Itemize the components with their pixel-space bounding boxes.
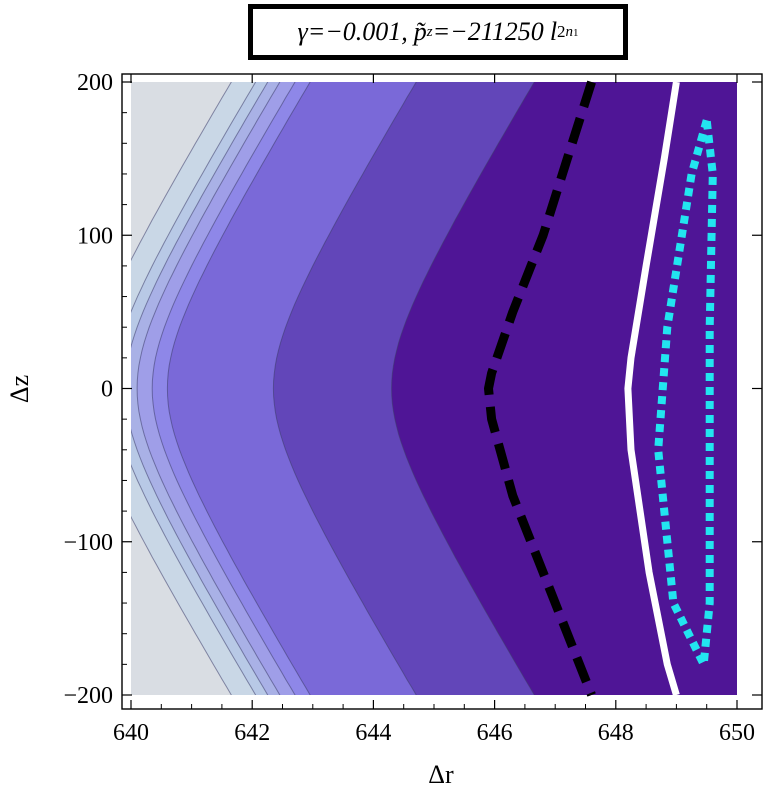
title-l-sub2: 1 [573, 26, 579, 39]
contour-band-2 [131, 82, 256, 695]
contour-line-5 [151, 82, 296, 695]
contour-line-8 [391, 82, 535, 695]
y-tick-label: −100 [63, 530, 113, 556]
plot-frame [121, 73, 763, 710]
contour-line-6 [166, 82, 311, 695]
title-l-symbol: l [549, 17, 558, 46]
plot-right-edge [737, 82, 739, 695]
contour-line-2 [131, 82, 257, 695]
x-tick-label: 646 [477, 720, 513, 746]
contour-lines [131, 82, 535, 695]
contour-line-7 [272, 82, 417, 695]
contour-line-4 [136, 82, 281, 695]
contour-line-1 [131, 82, 232, 695]
y-tick-label: −200 [63, 683, 113, 709]
title-gamma-symbol: γ [297, 17, 308, 46]
title-gamma-value: =−0.001, [307, 17, 408, 46]
contour-line-3 [131, 82, 269, 695]
title-p-value: =−211250 [432, 17, 544, 46]
y-axis: −200 −100 0 100 200 [63, 70, 762, 709]
x-tick-label: 644 [355, 720, 391, 746]
black-dashed-curve [484, 80, 596, 697]
title-l-sup: 2 [557, 22, 566, 41]
x-tick-label: 642 [234, 720, 270, 746]
cyan-dotted-curve [654, 119, 717, 669]
x-axis-label: Δr [428, 760, 454, 789]
y-axis-label: Δz [5, 375, 34, 403]
x-tick-label: 650 [719, 720, 755, 746]
overlay-curves [484, 80, 717, 697]
title-p-sub: z [426, 23, 433, 40]
y-tick-label: 0 [101, 377, 113, 403]
title-p-symbol: p̃ [413, 17, 427, 46]
white-solid-curve [624, 81, 680, 696]
title-l-sub: n1 [565, 23, 579, 40]
contour-bands [131, 82, 739, 695]
y-tick-label: 200 [77, 70, 113, 96]
x-tick-label: 640 [113, 720, 149, 746]
x-axis: 640 642 644 646 648 650 [113, 74, 755, 746]
x-tick-label: 648 [598, 720, 634, 746]
contour-band-1 [131, 82, 232, 695]
chart-title: γ =−0.001, p̃ z =−211250 l 2 n1 [248, 4, 628, 60]
y-tick-label: 100 [77, 223, 113, 249]
